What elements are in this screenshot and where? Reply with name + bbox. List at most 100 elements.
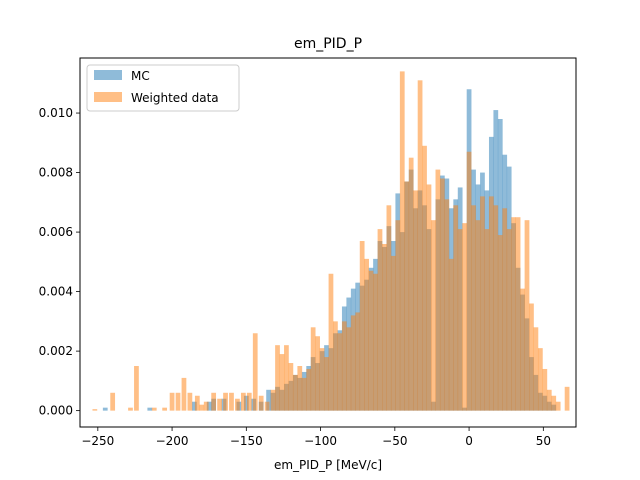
bar-weighted-data-34 [319,348,325,411]
x-tick-label: −150 [230,434,263,448]
bar-weighted-data-66 [462,223,467,411]
legend: MC Weighted data [86,64,240,112]
bar-weighted-data-11 [199,404,205,411]
plot-frame [79,57,577,428]
bar-weighted-data-21 [258,395,264,411]
bar-weighted-data-14 [217,398,222,411]
bar-weighted-data-44 [364,258,369,411]
bar-weighted-data-16 [229,392,234,411]
bar-weighted-data-60 [435,169,441,411]
bar-weighted-data-81 [529,303,534,411]
bar-weighted-data-9 [187,392,193,411]
bar-weighted-data-64 [453,205,459,411]
bar-weighted-data-73 [493,205,499,411]
x-tick-label: 0 [465,434,473,448]
bar-weighted-data-37 [333,321,338,411]
y-tick-label: 0.004 [39,285,73,299]
bar-weighted-data-7 [175,392,181,411]
bar-weighted-data-61 [439,178,445,411]
bar-weighted-data-3 [134,366,139,411]
bar-weighted-data-79 [520,288,525,411]
bar-weighted-data-77 [511,217,516,411]
bar-weighted-data-58 [426,184,432,411]
bar-weighted-data-18 [240,392,246,411]
bar-weighted-data-1 [110,392,116,411]
bar-weighted-data-36 [328,273,334,411]
bar-weighted-data-75 [502,208,508,411]
bar-weighted-data-41 [350,315,356,411]
bar-mc-10 [266,389,271,411]
bar-weighted-data-24 [275,345,280,411]
bar-weighted-data-25 [279,354,285,411]
y-tick-label: 0.006 [39,225,73,239]
x-tick-label: −100 [304,434,337,448]
bar-weighted-data-27 [288,363,294,411]
bar-mc-7 [243,395,249,411]
bar-weighted-data-32 [310,327,316,411]
bar-weighted-data-72 [488,196,494,411]
y-tick-label: 0.010 [39,106,73,120]
bar-weighted-data-71 [484,229,490,411]
bar-weighted-data-2 [128,407,133,411]
y-axis-ticks: 0.000 0.002 0.004 0.006 0.008 0.010 [39,106,80,418]
bar-weighted-data-13 [211,392,217,411]
bar-weighted-data-20 [252,333,258,411]
bar-weighted-data-51 [395,220,401,411]
x-axis-ticks: −250 −200 −150 −100 −50 0 50 [81,427,551,448]
bar-weighted-data-30 [301,377,307,411]
bar-weighted-data-23 [270,389,276,411]
bar-weighted-data-38 [337,333,343,411]
x-axis-label: em_PID_P [MeV/c] [274,458,382,472]
legend-box [86,64,240,112]
bar-weighted-data-85 [546,389,552,411]
legend-swatch-weighted-data [94,92,122,102]
x-tick-label: −250 [81,434,114,448]
bar-mc-3 [206,401,212,411]
bar-weighted-data-87 [555,401,561,411]
bar-weighted-data-78 [515,217,521,411]
bar-weighted-data-59 [431,220,436,411]
bar-weighted-data-17 [235,398,240,411]
bar-weighted-data-50 [390,255,396,411]
bar-weighted-data-28 [292,374,298,411]
legend-label-weighted-data: Weighted data [131,91,219,105]
bar-weighted-data-55 [413,190,418,411]
bar-weighted-data-54 [408,157,414,411]
x-tick-label: −200 [156,434,189,448]
bar-weighted-data-26 [284,345,289,411]
legend-swatch-mc [94,70,122,80]
bar-weighted-data-67 [466,151,472,411]
bar-weighted-data-49 [386,205,392,411]
chart-title: em_PID_P [294,36,362,52]
y-tick-label: 0.000 [39,404,73,418]
x-tick-label: −50 [382,434,407,448]
bar-weighted-data-35 [324,357,329,411]
bar-weighted-data-52 [399,71,405,411]
bar-weighted-data-69 [475,220,481,411]
bar-weighted-data-82 [533,327,539,411]
bar-weighted-data-4 [151,407,157,411]
bar-weighted-data-45 [368,270,374,411]
x-tick-label: 50 [536,434,551,448]
bar-weighted-data-86 [551,395,557,411]
bar-weighted-data-48 [382,243,387,411]
bar-weighted-data-12 [203,401,209,411]
bar-weighted-data-43 [359,241,365,411]
bar-weighted-data-63 [448,258,454,411]
legend-label-mc: MC [131,69,150,83]
bar-weighted-data-62 [444,199,450,411]
bar-weighted-data-40 [346,327,352,411]
bar-mc-2 [191,401,197,411]
bar-weighted-data-76 [506,229,512,411]
bar-weighted-data-29 [297,366,303,411]
bar-weighted-data-15 [223,392,228,411]
y-tick-label: 0.002 [39,344,73,358]
bar-weighted-data-33 [315,336,320,411]
bar-mc-1 [147,407,153,411]
bar-weighted-data-70 [480,196,485,411]
bars-layer [92,71,570,411]
bar-weighted-data-0 [92,409,98,411]
bar-weighted-data-74 [497,235,503,411]
bar-weighted-data-39 [341,321,347,411]
